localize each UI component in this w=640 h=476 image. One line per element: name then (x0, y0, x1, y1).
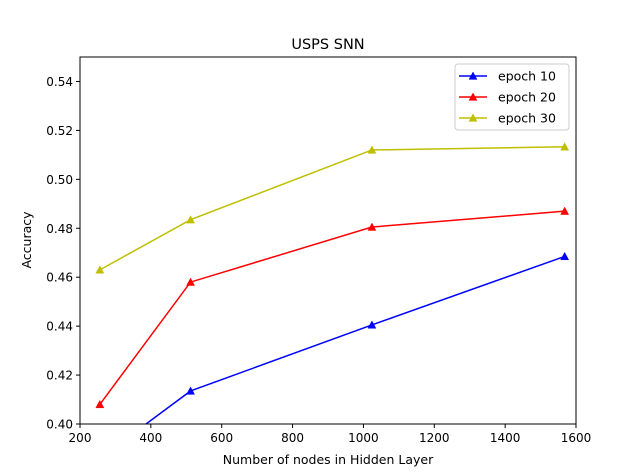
data-point (560, 251, 570, 261)
data-point (96, 454, 104, 461)
legend-item: epoch 20 (459, 90, 556, 105)
data-point (367, 145, 377, 154)
data-point (367, 222, 377, 231)
legend-label: epoch 10 (498, 69, 556, 84)
legend-item: epoch 10 (459, 69, 556, 84)
x-tick-label: 800 (281, 431, 304, 445)
series-line-3 (99, 146, 565, 271)
data-point (186, 277, 195, 286)
y-tick-label: 0.46 (46, 271, 73, 285)
y-tick-label: 0.44 (46, 320, 73, 334)
x-tick-label: 1400 (490, 431, 521, 445)
y-tick-label: 0.42 (46, 369, 73, 383)
data-point (186, 386, 195, 395)
data-point (560, 142, 570, 151)
data-point (367, 320, 377, 329)
chart-title: USPS SNN (291, 37, 364, 53)
y-axis-label: Accuracy (19, 211, 34, 269)
legend-box (454, 63, 570, 131)
legend-marker (468, 113, 478, 122)
legend-label: epoch 30 (498, 111, 556, 126)
legend: epoch 10 epoch 20 epoch 30 (454, 63, 570, 131)
x-tick-label: 400 (139, 431, 162, 445)
legend-marker (468, 92, 478, 101)
series-line-2 (99, 210, 565, 405)
series-line-1 (144, 255, 565, 424)
legend-marker (468, 71, 478, 80)
y-tick-label: 0.50 (46, 173, 73, 187)
data-point (95, 265, 105, 274)
x-tick-label: 1600 (561, 431, 592, 445)
y-tick-label: 0.40 (46, 418, 73, 432)
x-tick-label: 1200 (419, 431, 450, 445)
data-point (560, 206, 570, 215)
y-tick-label: 0.48 (46, 222, 73, 236)
y-tick-label: 0.52 (46, 124, 73, 138)
data-point (186, 215, 195, 224)
x-tick-label: 600 (210, 431, 233, 445)
plot-frame (79, 56, 577, 425)
legend-label: epoch 20 (498, 90, 556, 105)
y-tick-label: 0.54 (46, 75, 73, 89)
legend-item: epoch 30 (459, 111, 556, 126)
x-tick-label: 200 (69, 431, 92, 445)
data-point (95, 399, 105, 409)
x-tick-label: 1000 (348, 431, 379, 445)
x-axis-label: Number of nodes in Hidden Layer (223, 452, 434, 467)
